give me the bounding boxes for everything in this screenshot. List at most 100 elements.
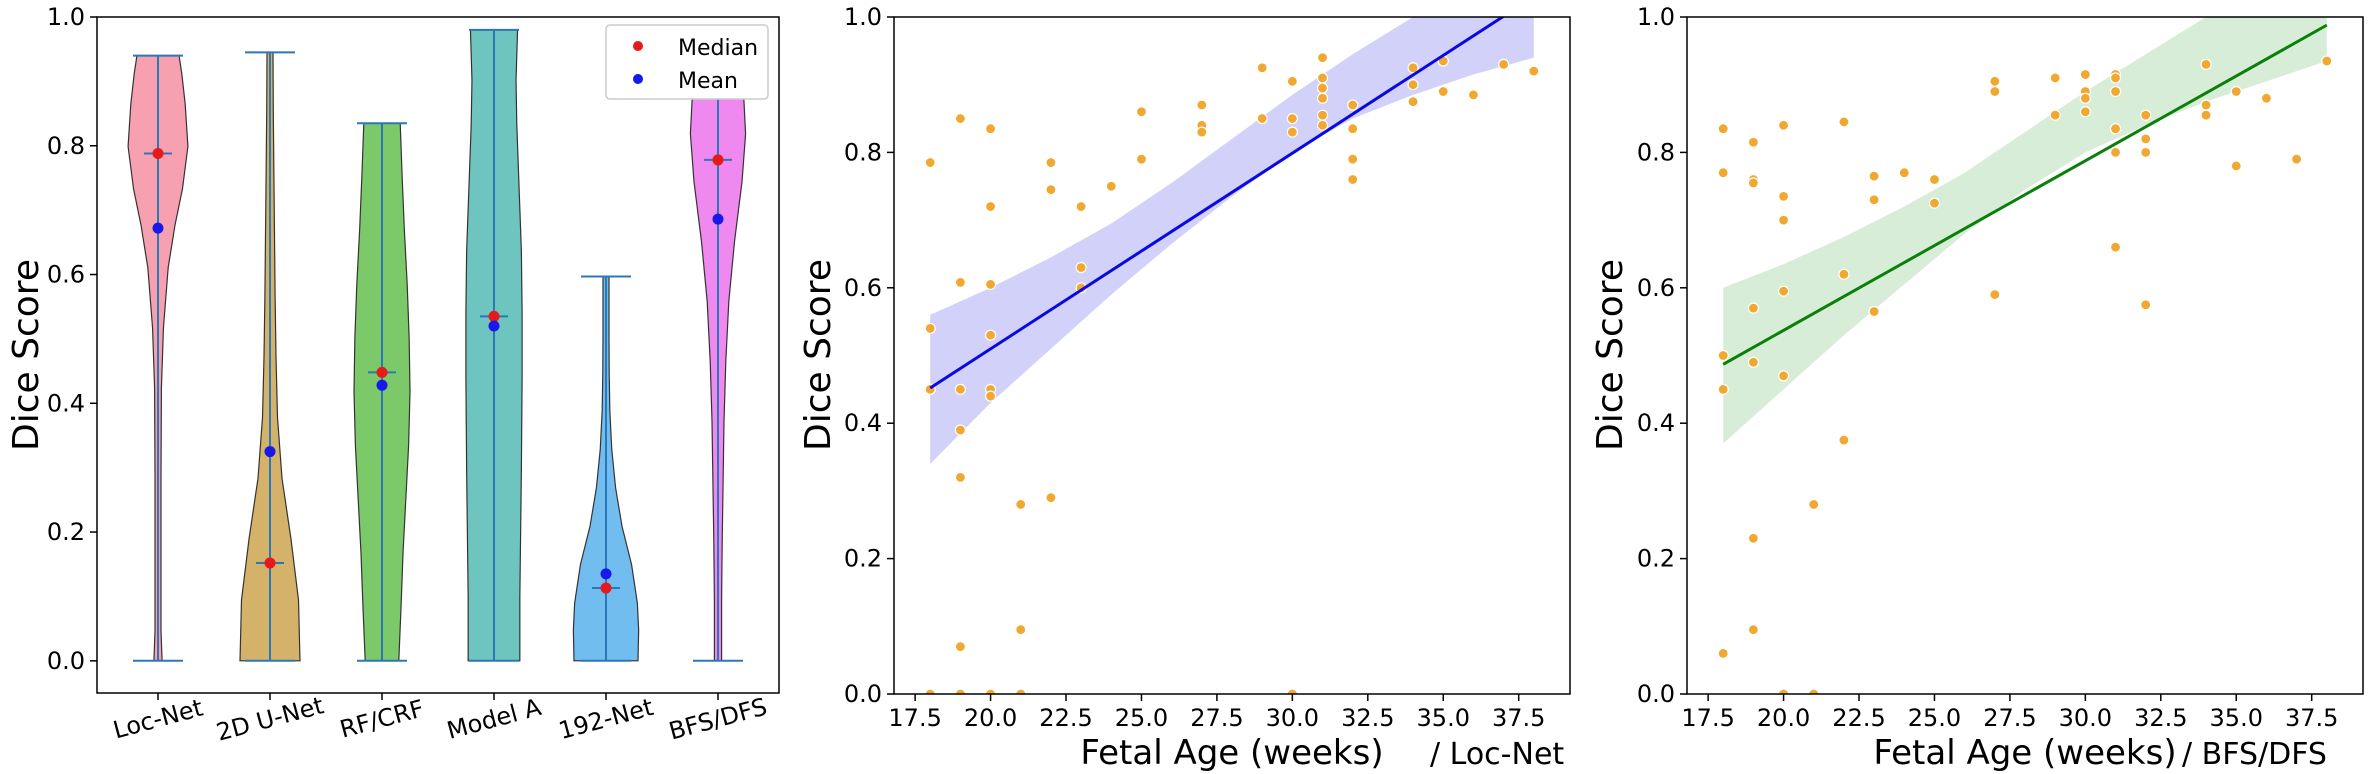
x-tick-label: 20.0 — [964, 704, 1017, 732]
scatter-point — [1467, 89, 1480, 101]
scatter-point — [2230, 160, 2242, 172]
x-tick-label: 35.0 — [2210, 704, 2263, 732]
scatter-x-axis-label-loc-net: Fetal Age (weeks) — [1080, 733, 1383, 773]
mean-point — [264, 446, 276, 458]
scatter-point — [1747, 356, 1759, 368]
scatter-point — [1747, 624, 1759, 636]
scatter-point — [1286, 126, 1298, 138]
y-tick-label: 0.8 — [844, 138, 882, 166]
scatter-point — [1777, 119, 1790, 131]
scatter-point — [2079, 68, 2091, 81]
x-tick-label: 17.5 — [888, 704, 941, 732]
scatter-point — [1316, 119, 1329, 131]
scatter-point — [984, 278, 997, 291]
scatter-point — [1717, 647, 1729, 659]
scatter-point — [1196, 126, 1208, 138]
scatter-point — [2109, 241, 2122, 253]
scatter-point — [1015, 688, 1027, 694]
violin-plot-area — [127, 28, 747, 662]
scatter-point — [1747, 302, 1759, 314]
x-tick-label: 22.5 — [1039, 704, 1092, 732]
scatter-point — [1286, 112, 1298, 125]
scatter-point — [984, 123, 997, 135]
scatter-point — [2200, 99, 2212, 111]
x-tick-label: Loc-Net — [110, 694, 206, 745]
scatter-point — [954, 383, 966, 395]
y-tick-label: 0.4 — [47, 389, 85, 417]
scatter-point — [1286, 688, 1298, 694]
scatter-point — [1838, 268, 1850, 280]
median-point — [152, 147, 164, 159]
scatter-point — [924, 156, 936, 169]
scatter-point — [1407, 62, 1419, 74]
scatter-point — [984, 200, 997, 213]
scatter-point — [954, 471, 966, 483]
scatter-point — [1808, 688, 1820, 694]
scatter-point — [1256, 62, 1268, 74]
x-tick-label: 25.0 — [1908, 704, 1961, 732]
scatter-y-axis-label-bfs-dfs: Dice Score — [1590, 259, 1631, 451]
x-tick-label: 37.5 — [2285, 704, 2338, 732]
scatter-point — [984, 329, 997, 341]
scatter-point — [954, 424, 966, 436]
x-tick-label: 32.5 — [1341, 704, 1394, 732]
x-tick-label: Model A — [444, 693, 545, 745]
scatter-point — [2049, 72, 2061, 84]
median-point — [600, 582, 612, 594]
mean-point — [600, 568, 612, 580]
scatter-point — [1777, 214, 1790, 226]
violin-axes-frame — [96, 16, 780, 694]
scatter-point — [1498, 58, 1510, 70]
scatter-point — [2140, 146, 2152, 158]
median-point — [264, 557, 276, 569]
x-tick-label: 32.5 — [2134, 704, 2187, 732]
confidence-band — [1723, 17, 2327, 444]
scatter-axes-bfs-dfs: 17.5 20.0 22.5 25.0 27.5 30.0 32.5 35.0 37.5 0.0 0… — [1637, 3, 2339, 732]
median-point — [376, 366, 388, 378]
scatter-point — [2291, 153, 2303, 165]
scatter-method-label-bfs-dfs: / BFS/DFS — [2182, 737, 2327, 772]
scatter-point — [1316, 109, 1329, 121]
scatter-point — [1717, 349, 1729, 362]
scatter-point — [1316, 82, 1329, 94]
regression-line — [929, 17, 1506, 390]
scatter-point — [1868, 194, 1880, 206]
x-tick-label: BFS/DFS — [666, 693, 770, 746]
scatter-point — [1316, 72, 1329, 84]
x-tick-label: 17.5 — [1681, 704, 1734, 732]
scatter-point — [2260, 92, 2273, 104]
violin-panel: Loc-Net 2D U-Net RF/CRF Model A 192-Net BFS/D… — [6, 3, 780, 747]
regression-line — [1722, 23, 2328, 366]
scatter-point — [954, 112, 966, 125]
mean-point — [712, 213, 724, 225]
scatter-point — [1717, 167, 1729, 179]
scatter-point — [984, 390, 997, 402]
scatter-point — [1868, 170, 1880, 182]
scatter-point — [2079, 92, 2091, 104]
violin-y-axis-label: Dice Score — [6, 259, 47, 451]
scatter-plot-area-bfs-dfs — [1717, 17, 2333, 694]
mean-point — [376, 379, 388, 391]
legend-mean-label: Mean — [678, 69, 738, 94]
x-tick-label: 27.5 — [1190, 704, 1243, 732]
scatter-point — [1528, 65, 1540, 77]
x-tick-label: 37.5 — [1492, 704, 1545, 732]
scatter-point — [2200, 109, 2212, 121]
violin-legend: Median Mean — [605, 24, 769, 100]
scatter-point — [2230, 85, 2242, 98]
scatter-point — [1045, 184, 1057, 196]
y-tick-label: 1.0 — [47, 3, 85, 31]
scatter-point — [1747, 136, 1759, 148]
x-tick-label: 27.5 — [1983, 704, 2036, 732]
scatter-point — [1286, 75, 1298, 87]
scatter-point — [1135, 153, 1148, 165]
scatter-point — [1045, 156, 1057, 169]
scatter-point — [1777, 688, 1790, 694]
x-tick-label: 22.5 — [1832, 704, 1885, 732]
scatter-point — [954, 688, 966, 694]
scatter-point — [2140, 299, 2152, 311]
scatter-point — [1015, 624, 1027, 636]
legend-median-label: Median — [678, 36, 758, 61]
confidence-band — [930, 17, 1534, 464]
scatter-point — [1838, 116, 1850, 128]
